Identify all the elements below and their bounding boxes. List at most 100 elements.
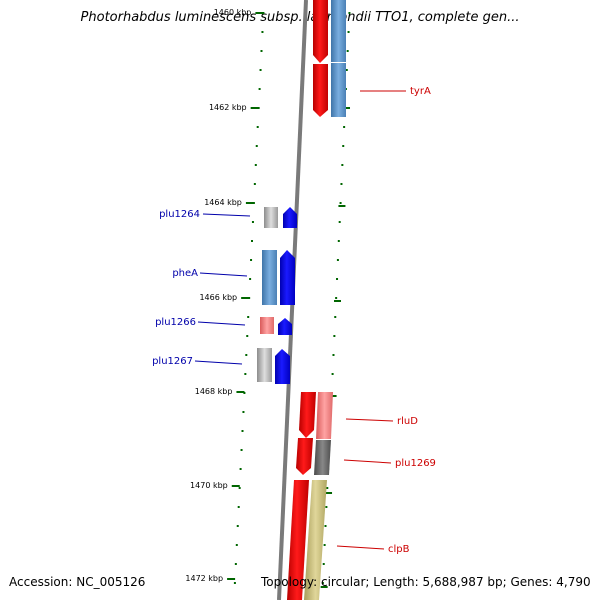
ruler-ticks <box>227 12 351 588</box>
gene-plu1269-group[interactable] <box>296 438 331 475</box>
ruler-dot <box>331 373 334 375</box>
ruler-major-tick <box>334 300 341 302</box>
feature-bar-upper <box>331 0 346 62</box>
leader-line-clpB <box>336 545 385 550</box>
ruler-dot <box>347 31 350 33</box>
ruler-dot <box>234 563 237 565</box>
ruler-dot <box>256 126 259 128</box>
leader-line-plu1264 <box>202 213 251 217</box>
ruler-label: 1470 kbp <box>190 481 228 490</box>
ruler-major-tick <box>338 205 346 207</box>
ruler-dot <box>259 69 262 71</box>
label-clpB[interactable]: clpB <box>388 544 410 555</box>
ruler-label: 1464 kbp <box>204 198 242 207</box>
ruler-major-tick <box>236 391 245 393</box>
gene-plu1266-group[interactable] <box>260 317 292 335</box>
ruler-dot <box>336 278 339 280</box>
gene-arrow-upper <box>313 0 328 63</box>
feature-bar-plu1266 <box>260 317 274 334</box>
ruler-dot <box>332 354 335 356</box>
gene-plu1267-group[interactable] <box>257 348 290 384</box>
label-tyrA[interactable]: tyrA <box>410 86 431 97</box>
leader-line-plu1266 <box>197 321 246 326</box>
ruler-dot <box>238 487 241 489</box>
ruler-major-tick <box>231 485 240 487</box>
ruler-dot <box>245 354 248 356</box>
ruler-major-tick <box>245 202 254 204</box>
label-plu1267[interactable]: plu1267 <box>152 356 193 367</box>
ruler-dot <box>244 373 247 375</box>
ruler-dot <box>246 335 249 337</box>
ruler-dot <box>233 582 236 584</box>
feature-bar-rluD <box>316 392 333 439</box>
label-plu1269[interactable]: plu1269 <box>395 458 436 469</box>
leader-line-rluD <box>345 418 394 422</box>
ruler-dot <box>340 183 343 185</box>
label-rluD[interactable]: rluD <box>397 416 418 427</box>
label-plu1266[interactable]: plu1266 <box>155 317 196 328</box>
topology-text: Topology: circular; Length: 5,688,987 bp… <box>261 575 591 589</box>
gene-pheA-group[interactable] <box>262 250 295 305</box>
ruler-major-tick <box>325 492 333 494</box>
gene-arrow-rluD <box>299 392 316 438</box>
leader-line-pheA <box>199 272 248 277</box>
ruler-label: 1462 kbp <box>209 103 247 112</box>
ruler-dot <box>258 88 261 90</box>
ruler-dot <box>236 525 239 527</box>
label-pheA[interactable]: pheA <box>172 268 198 279</box>
ruler-dot <box>345 69 348 71</box>
ruler-major-tick <box>250 107 259 109</box>
gene-rluD-group[interactable] <box>299 392 333 439</box>
ruler-dot <box>254 164 257 166</box>
ruler-dot <box>322 563 325 565</box>
gene-tyrA-group[interactable] <box>313 0 346 117</box>
ruler-major-tick <box>227 578 236 580</box>
gene-plu1264-group[interactable] <box>264 207 297 228</box>
ruler-dot <box>338 221 341 223</box>
ruler-dot <box>335 297 338 299</box>
ruler-dot <box>249 278 252 280</box>
ruler-dot <box>253 183 256 185</box>
ruler-dot <box>241 430 244 432</box>
ruler-major-tick <box>343 107 351 109</box>
ruler-major-tick <box>241 297 250 299</box>
ruler-dot <box>240 449 243 451</box>
ruler-dot <box>321 582 324 584</box>
ruler-dot <box>326 487 329 489</box>
gene-arrow-clpB <box>287 480 309 600</box>
feature-bar-plu1264 <box>264 207 278 228</box>
ruler-labels: 1460 kbp 1462 kbp 1464 kbp 1466 kbp 1468 kbp… <box>185 8 251 583</box>
ruler-dot <box>242 411 245 413</box>
ruler-dot <box>247 316 250 318</box>
feature-bar-pheA <box>262 250 277 305</box>
map-title: Photorhabdus luminescens subsp. laumondi… <box>80 10 520 25</box>
gene-arrow-plu1267 <box>275 349 290 384</box>
ruler-dot <box>261 31 264 33</box>
ruler-major-tick <box>320 586 328 588</box>
gene-clpB-group[interactable] <box>287 480 327 600</box>
gene-arrow-plu1266 <box>278 318 292 335</box>
ruler-dot <box>334 316 337 318</box>
ruler-dot <box>339 202 342 204</box>
ruler-dot <box>333 335 336 337</box>
ruler-dot <box>342 145 345 147</box>
ruler-dot <box>346 50 349 52</box>
ruler-dot <box>348 12 351 14</box>
ruler-dot <box>343 126 346 128</box>
label-plu1264[interactable]: plu1264 <box>159 209 200 220</box>
ruler-dot <box>337 240 340 242</box>
feature-bar-plu1267 <box>257 348 272 382</box>
ruler-major-tick <box>329 395 337 397</box>
ruler-dot <box>251 221 254 223</box>
ruler-dot <box>255 145 258 147</box>
ruler-dot <box>260 50 263 52</box>
leader-line-plu1269 <box>343 459 392 464</box>
ruler-dot <box>239 468 242 470</box>
ruler-dot <box>325 506 328 508</box>
ruler-dot <box>323 544 326 546</box>
gene-arrow-tyrA <box>313 64 328 117</box>
gene-arrow-pheA <box>280 250 295 305</box>
feature-bar-clpB <box>304 480 327 600</box>
ruler-dot <box>336 259 339 261</box>
